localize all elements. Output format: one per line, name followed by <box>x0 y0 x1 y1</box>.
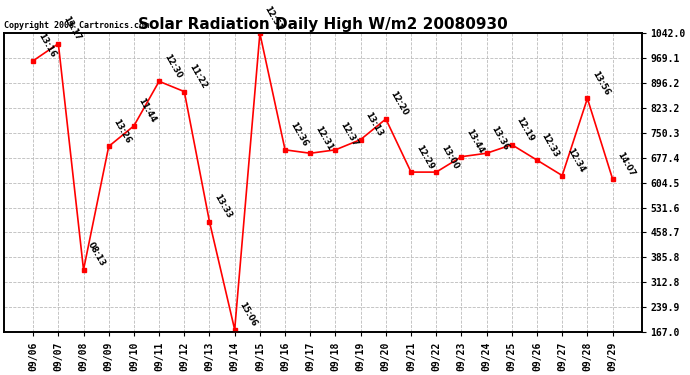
Text: 12:30: 12:30 <box>162 53 183 80</box>
Text: 13:56: 13:56 <box>590 69 611 97</box>
Text: 12:34: 12:34 <box>565 147 586 174</box>
Text: 12:29: 12:29 <box>414 143 435 171</box>
Text: 15:06: 15:06 <box>237 301 259 328</box>
Text: 12:37: 12:37 <box>338 121 359 148</box>
Text: 13:13: 13:13 <box>364 111 384 138</box>
Text: Copyright 2008 Cartronics.com: Copyright 2008 Cartronics.com <box>4 21 149 30</box>
Text: 12:51: 12:51 <box>263 4 284 32</box>
Text: 12:33: 12:33 <box>540 131 561 159</box>
Text: 12:36: 12:36 <box>288 121 309 148</box>
Text: 13:26: 13:26 <box>112 117 132 145</box>
Text: 13:36: 13:36 <box>489 124 511 152</box>
Text: 13:44: 13:44 <box>464 128 485 155</box>
Text: 12:20: 12:20 <box>388 90 410 118</box>
Text: 11:44: 11:44 <box>137 97 158 124</box>
Text: 12:31: 12:31 <box>313 124 334 152</box>
Text: 13:33: 13:33 <box>213 193 233 220</box>
Text: 13:17: 13:17 <box>61 15 82 42</box>
Text: 13:16: 13:16 <box>36 32 57 59</box>
Text: 12:19: 12:19 <box>515 116 535 143</box>
Title: Solar Radiation Daily High W/m2 20080930: Solar Radiation Daily High W/m2 20080930 <box>138 16 508 32</box>
Text: 13:00: 13:00 <box>439 143 460 171</box>
Text: 08:13: 08:13 <box>86 241 108 268</box>
Text: 14:07: 14:07 <box>615 150 636 178</box>
Text: 11:22: 11:22 <box>187 62 208 90</box>
